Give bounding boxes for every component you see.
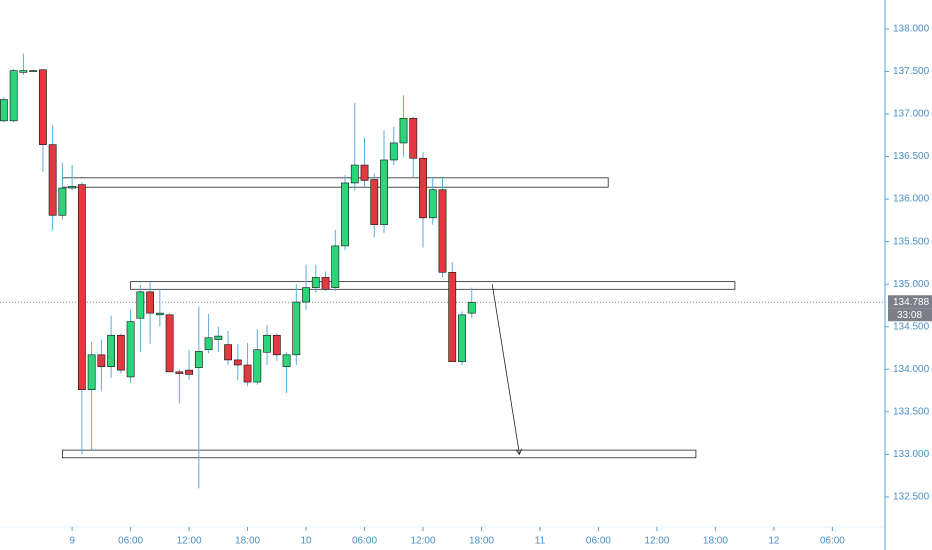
candle-body (185, 369, 193, 375)
candle-body (87, 354, 96, 391)
x-tick-label: 12:00 (410, 536, 435, 547)
candle-body (428, 189, 437, 219)
candle-body (409, 117, 418, 159)
candle-body (214, 335, 223, 340)
candle-body (458, 314, 466, 362)
x-tick-label: 10 (300, 536, 312, 547)
candle-body (146, 291, 154, 314)
x-tick-label: 18:00 (703, 536, 728, 547)
y-tick-label: 132.500 (893, 492, 930, 503)
x-tick-label: 18:00 (235, 536, 260, 547)
y-tick-label: 134.500 (893, 321, 930, 332)
candle-body (19, 70, 28, 73)
y-tick-label: 137.500 (893, 66, 930, 77)
candle-body (77, 184, 86, 391)
price-zone (61, 449, 697, 459)
candle-body (331, 245, 340, 288)
candle-body (341, 182, 349, 247)
candle-body (194, 351, 203, 368)
last-price-box (888, 295, 932, 309)
candle-body (224, 344, 232, 361)
countdown-label: 33:08 (897, 310, 922, 321)
candle-body (126, 321, 135, 378)
y-tick-label: 136.000 (893, 194, 930, 205)
y-tick-label: 133.500 (893, 406, 930, 417)
candle-body (243, 364, 252, 383)
candle-body (272, 334, 281, 356)
candle-body (282, 354, 291, 368)
price-zone (61, 177, 609, 188)
candle-body (165, 314, 174, 373)
candle-body (204, 337, 213, 351)
x-tick-label: 12:00 (644, 536, 669, 547)
candle-body (389, 142, 398, 161)
y-tick-label: 137.000 (893, 109, 930, 120)
y-tick-label: 135.000 (893, 279, 930, 290)
x-tick-label: 12:00 (177, 536, 202, 547)
candle-body (370, 179, 379, 225)
candle-body (399, 117, 408, 144)
candle-body (467, 301, 476, 314)
candle-body (350, 164, 359, 184)
candle-body (360, 164, 369, 181)
candle-body (48, 144, 57, 216)
x-tick-label: 12 (768, 536, 780, 547)
x-tick-label: 11 (535, 536, 546, 547)
candle-body (0, 99, 8, 122)
y-tick-label: 133.000 (893, 449, 930, 460)
candle-body (253, 349, 262, 383)
candle-body (311, 277, 320, 288)
last-price-label: 134.788 (893, 297, 930, 308)
candle-body (38, 69, 47, 145)
y-tick-label: 136.500 (893, 151, 930, 162)
y-tick-label: 134.000 (893, 364, 930, 375)
candle-body (116, 334, 125, 371)
candle-body (380, 159, 388, 225)
candle-body (136, 291, 145, 319)
candle-body (292, 301, 301, 356)
candle-body (29, 70, 38, 72)
candle-body (175, 371, 184, 374)
x-tick-label: 06:00 (586, 536, 611, 547)
x-tick-label: 06:00 (118, 536, 143, 547)
y-tick-label: 138.000 (893, 24, 930, 35)
x-tick-label: 06:00 (820, 536, 845, 547)
x-tick-label: 18:00 (469, 536, 494, 547)
candle-body (419, 157, 427, 219)
candle-body (68, 186, 77, 189)
candle-body (233, 359, 242, 366)
candle-body (448, 271, 457, 362)
candle-body (58, 187, 67, 216)
candle-body (9, 70, 18, 122)
arrow-head (515, 448, 522, 456)
candle-body (321, 277, 330, 290)
x-tick-label: 06:00 (352, 536, 377, 547)
countdown-box (888, 308, 932, 322)
candle-body (97, 354, 106, 368)
arrow-line (491, 284, 520, 455)
candle-body (107, 334, 116, 368)
price-zone (130, 281, 736, 290)
x-tick-label: 9 (69, 536, 75, 547)
candle-body (438, 189, 447, 273)
y-tick-label: 135.500 (893, 236, 930, 247)
candle-body (263, 334, 271, 353)
candle-body (155, 312, 164, 316)
candle-body (302, 287, 310, 303)
